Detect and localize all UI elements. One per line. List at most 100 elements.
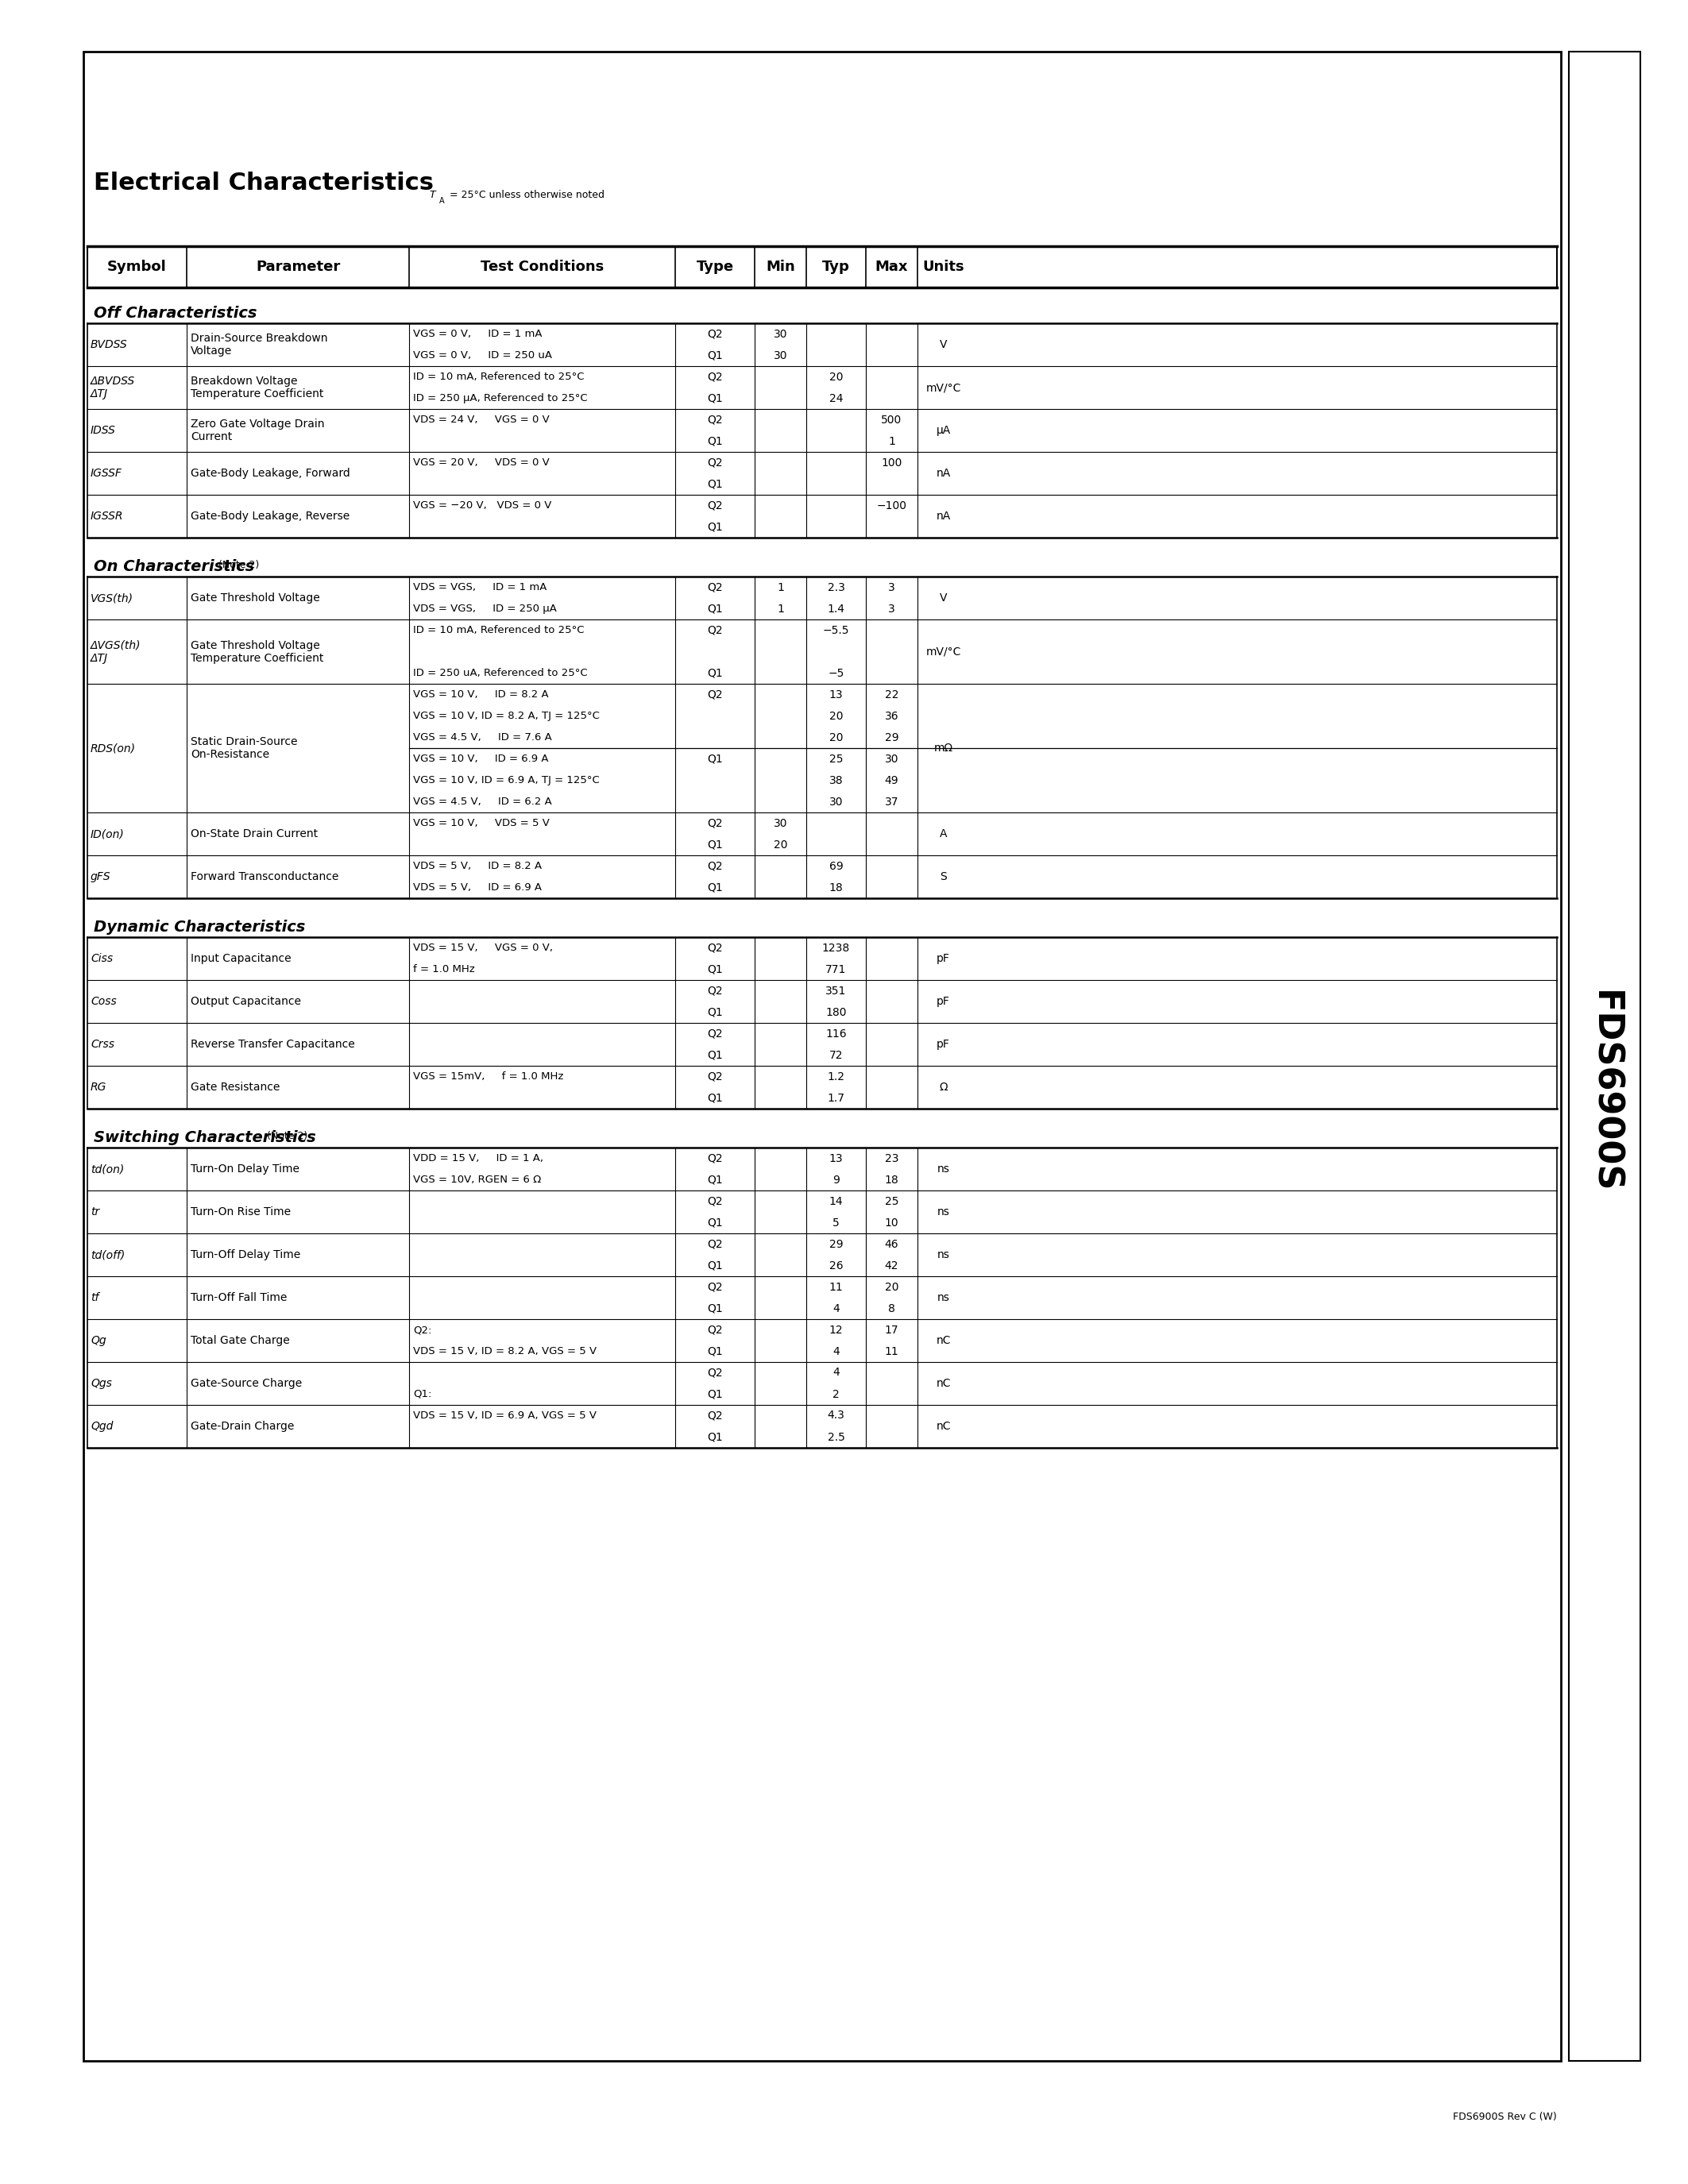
Text: 14: 14 bbox=[829, 1195, 842, 1208]
Text: VGS(th): VGS(th) bbox=[91, 592, 133, 603]
Text: 1238: 1238 bbox=[822, 941, 851, 954]
Text: 116: 116 bbox=[825, 1029, 847, 1040]
Text: VGS = −20 V,   VDS = 0 V: VGS = −20 V, VDS = 0 V bbox=[414, 500, 552, 511]
Text: 11: 11 bbox=[829, 1282, 842, 1293]
Text: BVDSS: BVDSS bbox=[91, 339, 128, 349]
Text: Gate-Source Charge: Gate-Source Charge bbox=[191, 1378, 302, 1389]
Text: ID = 250 uA, Referenced to 25°C: ID = 250 uA, Referenced to 25°C bbox=[414, 668, 587, 679]
Text: Electrical Characteristics: Electrical Characteristics bbox=[95, 173, 434, 194]
Text: Static Drain-Source: Static Drain-Source bbox=[191, 736, 297, 747]
Text: Turn-On Rise Time: Turn-On Rise Time bbox=[191, 1206, 290, 1216]
Text: VGS = 10V, RGEN = 6 Ω: VGS = 10V, RGEN = 6 Ω bbox=[414, 1175, 542, 1186]
Text: 20: 20 bbox=[829, 710, 842, 721]
Text: ns: ns bbox=[937, 1206, 950, 1216]
Text: mV/°C: mV/°C bbox=[925, 646, 960, 657]
Bar bbox=[83, 52, 1561, 2062]
Text: 13: 13 bbox=[829, 688, 842, 701]
Text: 20: 20 bbox=[829, 732, 842, 743]
Text: Q2: Q2 bbox=[707, 1153, 722, 1164]
Text: td(off): td(off) bbox=[91, 1249, 125, 1260]
Text: Qgs: Qgs bbox=[91, 1378, 111, 1389]
Text: (Note 2): (Note 2) bbox=[218, 559, 258, 570]
Text: Crss: Crss bbox=[91, 1040, 115, 1051]
Text: 29: 29 bbox=[885, 732, 898, 743]
Text: VGS = 10 V, ID = 6.9 A, TJ = 125°C: VGS = 10 V, ID = 6.9 A, TJ = 125°C bbox=[414, 775, 599, 786]
Text: VGS = 4.5 V,     ID = 6.2 A: VGS = 4.5 V, ID = 6.2 A bbox=[414, 797, 552, 806]
Text: Q2: Q2 bbox=[707, 456, 722, 467]
Text: 23: 23 bbox=[885, 1153, 898, 1164]
Text: = 25°C unless otherwise noted: = 25°C unless otherwise noted bbox=[446, 190, 604, 201]
Text: Q1: Q1 bbox=[707, 1175, 722, 1186]
Text: 18: 18 bbox=[829, 882, 842, 893]
Text: 36: 36 bbox=[885, 710, 898, 721]
Text: 30: 30 bbox=[773, 328, 787, 339]
Text: Gate-Body Leakage, Forward: Gate-Body Leakage, Forward bbox=[191, 467, 349, 478]
Text: Q1: Q1 bbox=[707, 839, 722, 850]
Text: ns: ns bbox=[937, 1249, 950, 1260]
Text: Q1: Q1 bbox=[707, 1260, 722, 1271]
Text: Turn-Off Fall Time: Turn-Off Fall Time bbox=[191, 1293, 287, 1304]
Text: ns: ns bbox=[937, 1164, 950, 1175]
Text: Current: Current bbox=[191, 430, 233, 443]
Text: Q2: Q2 bbox=[707, 688, 722, 701]
Text: VDS = VGS,     ID = 250 μA: VDS = VGS, ID = 250 μA bbox=[414, 603, 557, 614]
Text: FDS6900S: FDS6900S bbox=[1587, 992, 1622, 1192]
Text: Q2: Q2 bbox=[707, 415, 722, 426]
Text: 2: 2 bbox=[832, 1389, 839, 1400]
Text: Q1: Q1 bbox=[707, 1345, 722, 1356]
Text: f = 1.0 MHz: f = 1.0 MHz bbox=[414, 963, 474, 974]
Text: VDS = 5 V,     ID = 8.2 A: VDS = 5 V, ID = 8.2 A bbox=[414, 860, 542, 871]
Text: 25: 25 bbox=[885, 1195, 898, 1208]
Text: Qg: Qg bbox=[91, 1334, 106, 1345]
Text: VDD = 15 V,     ID = 1 A,: VDD = 15 V, ID = 1 A, bbox=[414, 1153, 544, 1164]
Text: Typ: Typ bbox=[822, 260, 851, 273]
Text: Q1: Q1 bbox=[707, 1051, 722, 1061]
Text: VDS = VGS,     ID = 1 mA: VDS = VGS, ID = 1 mA bbox=[414, 583, 547, 592]
Text: Q1: Q1 bbox=[707, 963, 722, 974]
Text: Units: Units bbox=[922, 260, 964, 273]
Text: Q2: Q2 bbox=[707, 1411, 722, 1422]
Text: Q2: Q2 bbox=[707, 1282, 722, 1293]
Text: pF: pF bbox=[937, 952, 950, 963]
Text: RDS(on): RDS(on) bbox=[91, 743, 135, 753]
Text: VDS = 15 V,     VGS = 0 V,: VDS = 15 V, VGS = 0 V, bbox=[414, 943, 554, 952]
Text: Q1: Q1 bbox=[707, 1007, 722, 1018]
Text: Breakdown Voltage: Breakdown Voltage bbox=[191, 376, 297, 387]
Text: 72: 72 bbox=[829, 1051, 842, 1061]
Text: ΔTJ: ΔTJ bbox=[91, 389, 108, 400]
Text: 30: 30 bbox=[773, 817, 787, 828]
Text: ID(on): ID(on) bbox=[91, 828, 125, 839]
Text: 4: 4 bbox=[832, 1367, 839, 1378]
Text: 10: 10 bbox=[885, 1216, 898, 1227]
Text: VGS = 0 V,     ID = 250 uA: VGS = 0 V, ID = 250 uA bbox=[414, 349, 552, 360]
Text: VGS = 10 V, ID = 8.2 A, TJ = 125°C: VGS = 10 V, ID = 8.2 A, TJ = 125°C bbox=[414, 710, 599, 721]
Text: 3: 3 bbox=[888, 603, 895, 614]
Text: Parameter: Parameter bbox=[255, 260, 339, 273]
Text: nC: nC bbox=[935, 1378, 950, 1389]
Text: Q2: Q2 bbox=[707, 500, 722, 511]
Text: mV/°C: mV/°C bbox=[925, 382, 960, 393]
Text: 1: 1 bbox=[888, 435, 895, 448]
Text: Temperature Coefficient: Temperature Coefficient bbox=[191, 653, 324, 664]
Text: RG: RG bbox=[91, 1081, 106, 1092]
Text: VDS = 5 V,     ID = 6.9 A: VDS = 5 V, ID = 6.9 A bbox=[414, 882, 542, 893]
Text: Q1: Q1 bbox=[707, 478, 722, 489]
Text: 49: 49 bbox=[885, 775, 898, 786]
Text: −5: −5 bbox=[827, 668, 844, 679]
Text: Q1: Q1 bbox=[707, 1092, 722, 1103]
Text: (Note 2): (Note 2) bbox=[267, 1131, 307, 1140]
Text: Q2: Q2 bbox=[707, 1195, 722, 1208]
Text: Q1: Q1 bbox=[707, 1304, 722, 1315]
Text: ΔTJ: ΔTJ bbox=[91, 653, 108, 664]
Text: Q1: Q1 bbox=[707, 668, 722, 679]
Text: 30: 30 bbox=[829, 797, 842, 808]
Text: 17: 17 bbox=[885, 1324, 898, 1334]
Text: 30: 30 bbox=[885, 753, 898, 764]
Text: gFS: gFS bbox=[91, 871, 111, 882]
Text: Q1: Q1 bbox=[707, 753, 722, 764]
Text: Q2: Q2 bbox=[707, 985, 722, 996]
Text: 3: 3 bbox=[888, 581, 895, 592]
Text: Q2:: Q2: bbox=[414, 1326, 432, 1334]
Text: ns: ns bbox=[937, 1293, 950, 1304]
Text: ID = 10 mA, Referenced to 25°C: ID = 10 mA, Referenced to 25°C bbox=[414, 371, 584, 382]
